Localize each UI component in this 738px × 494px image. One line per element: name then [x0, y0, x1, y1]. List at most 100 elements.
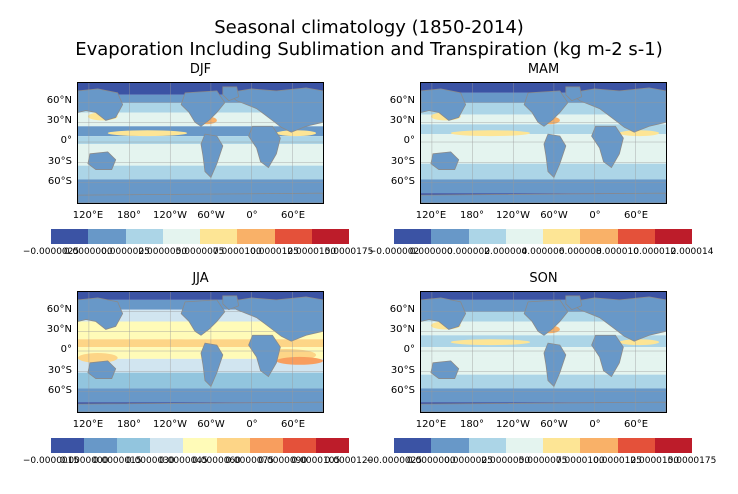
colorbar-segment — [543, 438, 581, 453]
colorbar-tick-label: 0.000010 — [596, 247, 639, 257]
field-band — [78, 126, 323, 137]
colorbar-segment — [315, 438, 349, 453]
lat-tick-label: 60°S — [390, 385, 415, 396]
land-outline — [591, 125, 624, 169]
lon-tick-label: 180° — [116, 419, 142, 430]
colorbar-jja — [51, 438, 349, 453]
lat-tick-label: 30°S — [390, 365, 415, 376]
field-band — [78, 372, 323, 389]
field-patch — [619, 130, 660, 137]
lon-tick-label: 120°W — [496, 419, 530, 430]
lon-tick-label: 120°W — [496, 210, 530, 221]
field-patch — [450, 339, 531, 346]
colorbar-segment — [117, 438, 151, 453]
land-outline — [565, 295, 583, 311]
colorbar-segment — [150, 438, 184, 453]
lat-tick-label: 30°S — [47, 156, 72, 167]
colorbar-tick-label: 0.0000075 — [175, 247, 225, 257]
colorbar-tick-label: 0.0000000 — [63, 247, 113, 257]
lon-tick-label: 60°E — [623, 210, 649, 221]
colorbar-tick-label: 0.0000175 — [324, 247, 374, 257]
field-patch — [619, 339, 660, 346]
figure-subtitle: Evaporation Including Sublimation and Tr… — [75, 39, 663, 60]
colorbar-tick-label: 0.0000000 — [406, 456, 456, 466]
map-djf — [77, 82, 324, 204]
field-patch — [107, 130, 188, 137]
land-outline — [523, 299, 569, 336]
lat-tick-label: 60°N — [389, 95, 415, 106]
land-outline — [180, 299, 226, 336]
land-outline — [78, 401, 323, 412]
field-band — [78, 339, 323, 348]
colorbar-tick-label: 0.0000125 — [250, 247, 299, 257]
colorbar-segment — [51, 438, 85, 453]
colorbar-tick-label: 0.000000 — [409, 247, 453, 257]
land-outline — [222, 295, 240, 311]
panel-title-mam: MAM — [527, 62, 560, 77]
land-outline — [421, 192, 666, 203]
land-outline — [591, 334, 624, 378]
lat-tick-label: 60°N — [46, 95, 72, 106]
land-outline — [523, 90, 569, 127]
colorbar-segment — [216, 438, 250, 453]
colorbar-segment — [580, 438, 618, 453]
land-outline — [430, 360, 460, 379]
lat-tick-label: 30°N — [46, 115, 72, 126]
lon-tick-label: 60°W — [197, 210, 225, 221]
colorbar-tick-label: 0.000004 — [484, 247, 528, 257]
colorbar-segment — [394, 438, 432, 453]
lon-tick-label: 60°W — [197, 419, 225, 430]
land-outline — [248, 334, 281, 378]
field-band — [421, 347, 666, 357]
field-band — [78, 136, 323, 144]
field-band — [421, 134, 666, 144]
colorbar-segment — [125, 229, 163, 244]
land-outline — [87, 360, 117, 379]
field-band — [421, 374, 666, 389]
field-band — [78, 292, 323, 300]
lon-tick-label: 120°E — [415, 419, 447, 430]
colorbar-segment — [311, 229, 349, 244]
lat-tick-label: 0° — [60, 135, 72, 146]
colorbar-tick-label: −0.0000025 — [22, 247, 80, 257]
land-outline — [222, 86, 240, 102]
lat-tick-label: 0° — [60, 344, 72, 355]
colorbar-tick-label: 0.000012 — [633, 247, 677, 257]
colorbar-tick-label: 0.0000030 — [125, 456, 175, 466]
land-outline — [225, 296, 323, 342]
lat-tick-label: 60°S — [47, 385, 72, 396]
field-band — [421, 292, 666, 300]
colorbar-tick-label: 0.000014 — [670, 247, 714, 257]
colorbar-tick-label: 0.0000015 — [92, 456, 142, 466]
colorbar-segment — [51, 229, 89, 244]
colorbar-segment — [394, 229, 432, 244]
map-jja — [77, 291, 324, 413]
colorbar-segment — [282, 438, 316, 453]
panel-title-jja: JJA — [192, 271, 209, 286]
colorbar-segment — [505, 229, 543, 244]
lon-tick-label: 60°W — [540, 210, 568, 221]
land-outline — [430, 151, 460, 170]
land-outline — [568, 296, 666, 342]
lon-tick-label: 60°E — [280, 419, 306, 430]
colorbar-tick-label: 0.0000075 — [518, 456, 568, 466]
land-outline — [568, 87, 666, 133]
colorbar-segment — [249, 438, 283, 453]
field-patch — [78, 352, 118, 363]
land-outline — [78, 192, 323, 203]
colorbar-tick-label: 0.0000125 — [593, 456, 642, 466]
land-outline — [421, 297, 467, 330]
colorbar-segment — [162, 229, 200, 244]
colorbar-tick-label: 0.000006 — [521, 247, 565, 257]
land-outline — [248, 125, 281, 169]
colorbar-segment — [200, 229, 238, 244]
colorbar-tick-label: 0.0000050 — [481, 456, 531, 466]
lon-tick-label: 0° — [246, 419, 258, 430]
lon-tick-label: 120°W — [153, 210, 187, 221]
colorbar-djf — [51, 229, 349, 244]
figure-title: Seasonal climatology (1850-2014) — [214, 17, 524, 38]
colorbar-tick-label: 0.0000000 — [59, 456, 109, 466]
colorbar-segment — [88, 229, 126, 244]
field-band — [421, 83, 666, 93]
lon-tick-label: 120°E — [72, 419, 104, 430]
